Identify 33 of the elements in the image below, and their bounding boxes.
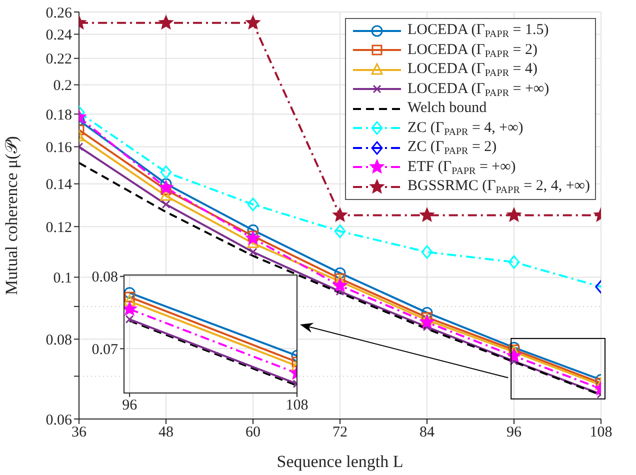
- x-tick-label: 84: [420, 424, 435, 441]
- y-tick-label: 0.07: [92, 342, 118, 358]
- legend-label: LOCEDA (Γ$_{PAPR}$ = 4): [407, 61, 538, 80]
- x-tick-label: 72: [332, 424, 348, 441]
- legend-label: LOCEDA (Γ$_{PAPR}$ = +∞): [407, 80, 550, 99]
- x-axis-title: Sequence length L: [276, 452, 404, 471]
- x-tick-label: 36: [72, 424, 87, 441]
- legend-label: ZC (Γ$_{PAPR}$ = 4, +∞): [407, 120, 524, 138]
- y-tick-label: 0.14: [46, 177, 72, 194]
- legend-label: LOCEDA (Γ$_{PAPR}$ = 2): [407, 42, 538, 60]
- legend-label: Welch bound: [407, 100, 487, 116]
- legend-label: ETF (Γ$_{PAPR}$ = +∞): [407, 158, 516, 177]
- y-axis-title: Mutual coherence μ(𝒫): [2, 136, 22, 295]
- legend-label: LOCEDA (Γ$_{PAPR}$ = 1.5): [407, 22, 549, 40]
- y-tick-label: 0.06: [46, 412, 72, 428]
- x-tick-label: 48: [158, 424, 174, 441]
- x-tick-label: 108: [590, 424, 612, 441]
- legend-label: ZC (Γ$_{PAPR}$ = 2): [407, 139, 497, 158]
- y-tick-label: 0.24: [46, 28, 72, 44]
- y-tick-label: 0.12: [46, 220, 72, 236]
- y-tick-label: 0.08: [92, 270, 118, 286]
- legend-label: BGSSRMC (Γ$_{PAPR}$ = 2, 4, +∞): [407, 178, 590, 196]
- y-tick-label: 0.16: [46, 140, 72, 156]
- y-tick-label: 0.1: [53, 270, 72, 287]
- y-tick-label: 0.26: [46, 5, 72, 22]
- y-tick-label: 0.08: [46, 332, 72, 348]
- y-tick-label: 0.22: [46, 52, 72, 68]
- x-tick-label: 60: [246, 424, 260, 441]
- x-tick-label: 108: [286, 398, 308, 414]
- y-tick-label: 0.18: [46, 107, 72, 124]
- x-tick-label: 96: [506, 424, 522, 441]
- y-tick-label: 0.2: [53, 78, 72, 94]
- x-tick-label: 96: [122, 398, 138, 414]
